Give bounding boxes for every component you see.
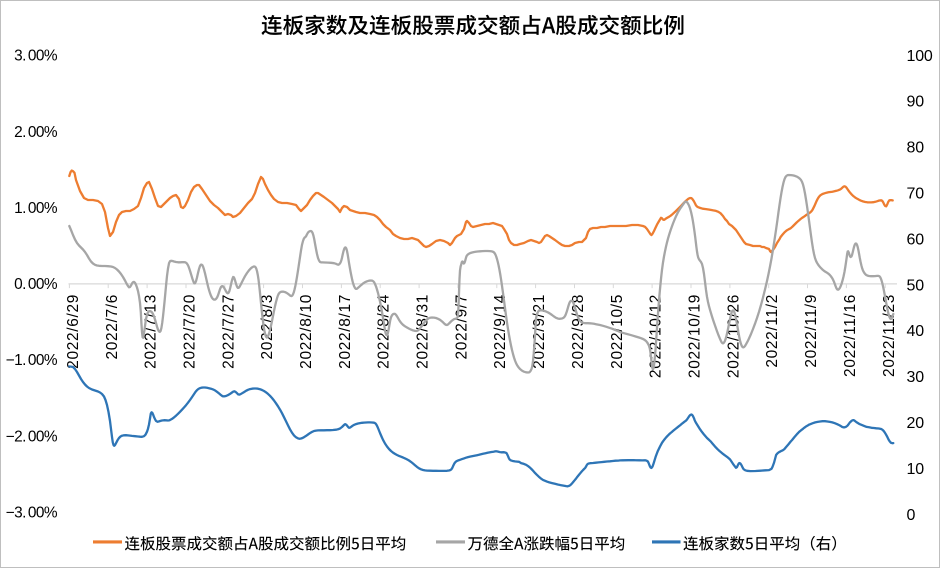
svg-text:50: 50 bbox=[907, 277, 925, 294]
svg-text:30: 30 bbox=[907, 369, 925, 386]
svg-text:−2.00%: −2. 00% bbox=[6, 428, 58, 445]
svg-text:2022/11/9: 2022/11/9 bbox=[803, 294, 820, 368]
svg-text:2022/6/29: 2022/6/29 bbox=[65, 294, 82, 369]
svg-text:1.00%: 1. 00% bbox=[14, 200, 58, 217]
svg-text:2022/11/2: 2022/11/2 bbox=[764, 294, 781, 368]
svg-text:2022/9/14: 2022/9/14 bbox=[492, 294, 509, 369]
svg-text:70: 70 bbox=[907, 186, 925, 203]
svg-text:20: 20 bbox=[907, 415, 925, 432]
svg-text:80: 80 bbox=[907, 140, 925, 157]
svg-text:2022/7/27: 2022/7/27 bbox=[220, 294, 237, 369]
svg-text:3.00%: 3. 00% bbox=[14, 48, 58, 65]
svg-text:2022/7/6: 2022/7/6 bbox=[104, 294, 121, 360]
svg-text:2022/8/31: 2022/8/31 bbox=[415, 294, 432, 369]
svg-text:2022/8/10: 2022/8/10 bbox=[298, 294, 315, 369]
svg-text:2022/11/23: 2022/11/23 bbox=[881, 294, 898, 377]
svg-text:2022/10/19: 2022/10/19 bbox=[687, 294, 704, 378]
svg-text:2022/10/26: 2022/10/26 bbox=[725, 294, 742, 378]
svg-text:90: 90 bbox=[907, 94, 925, 111]
svg-text:2022/9/28: 2022/9/28 bbox=[570, 294, 587, 369]
svg-text:2022/8/3: 2022/8/3 bbox=[259, 294, 276, 360]
svg-text:2022/8/17: 2022/8/17 bbox=[337, 294, 354, 369]
svg-text:−3.00%: −3. 00% bbox=[6, 505, 58, 522]
svg-text:0: 0 bbox=[907, 507, 916, 524]
svg-text:40: 40 bbox=[907, 323, 925, 340]
svg-text:10: 10 bbox=[907, 461, 925, 478]
svg-text:2022/9/7: 2022/9/7 bbox=[453, 294, 470, 360]
svg-text:2022/9/21: 2022/9/21 bbox=[531, 294, 548, 369]
svg-text:−1.00%: −1. 00% bbox=[6, 352, 58, 369]
svg-text:100: 100 bbox=[907, 48, 933, 65]
svg-text:0.00%: 0. 00% bbox=[14, 276, 58, 293]
svg-text:2.00%: 2. 00% bbox=[14, 124, 58, 141]
svg-text:60: 60 bbox=[907, 231, 925, 248]
svg-text:2022/11/16: 2022/11/16 bbox=[842, 294, 859, 377]
svg-text:2022/7/20: 2022/7/20 bbox=[182, 294, 199, 369]
